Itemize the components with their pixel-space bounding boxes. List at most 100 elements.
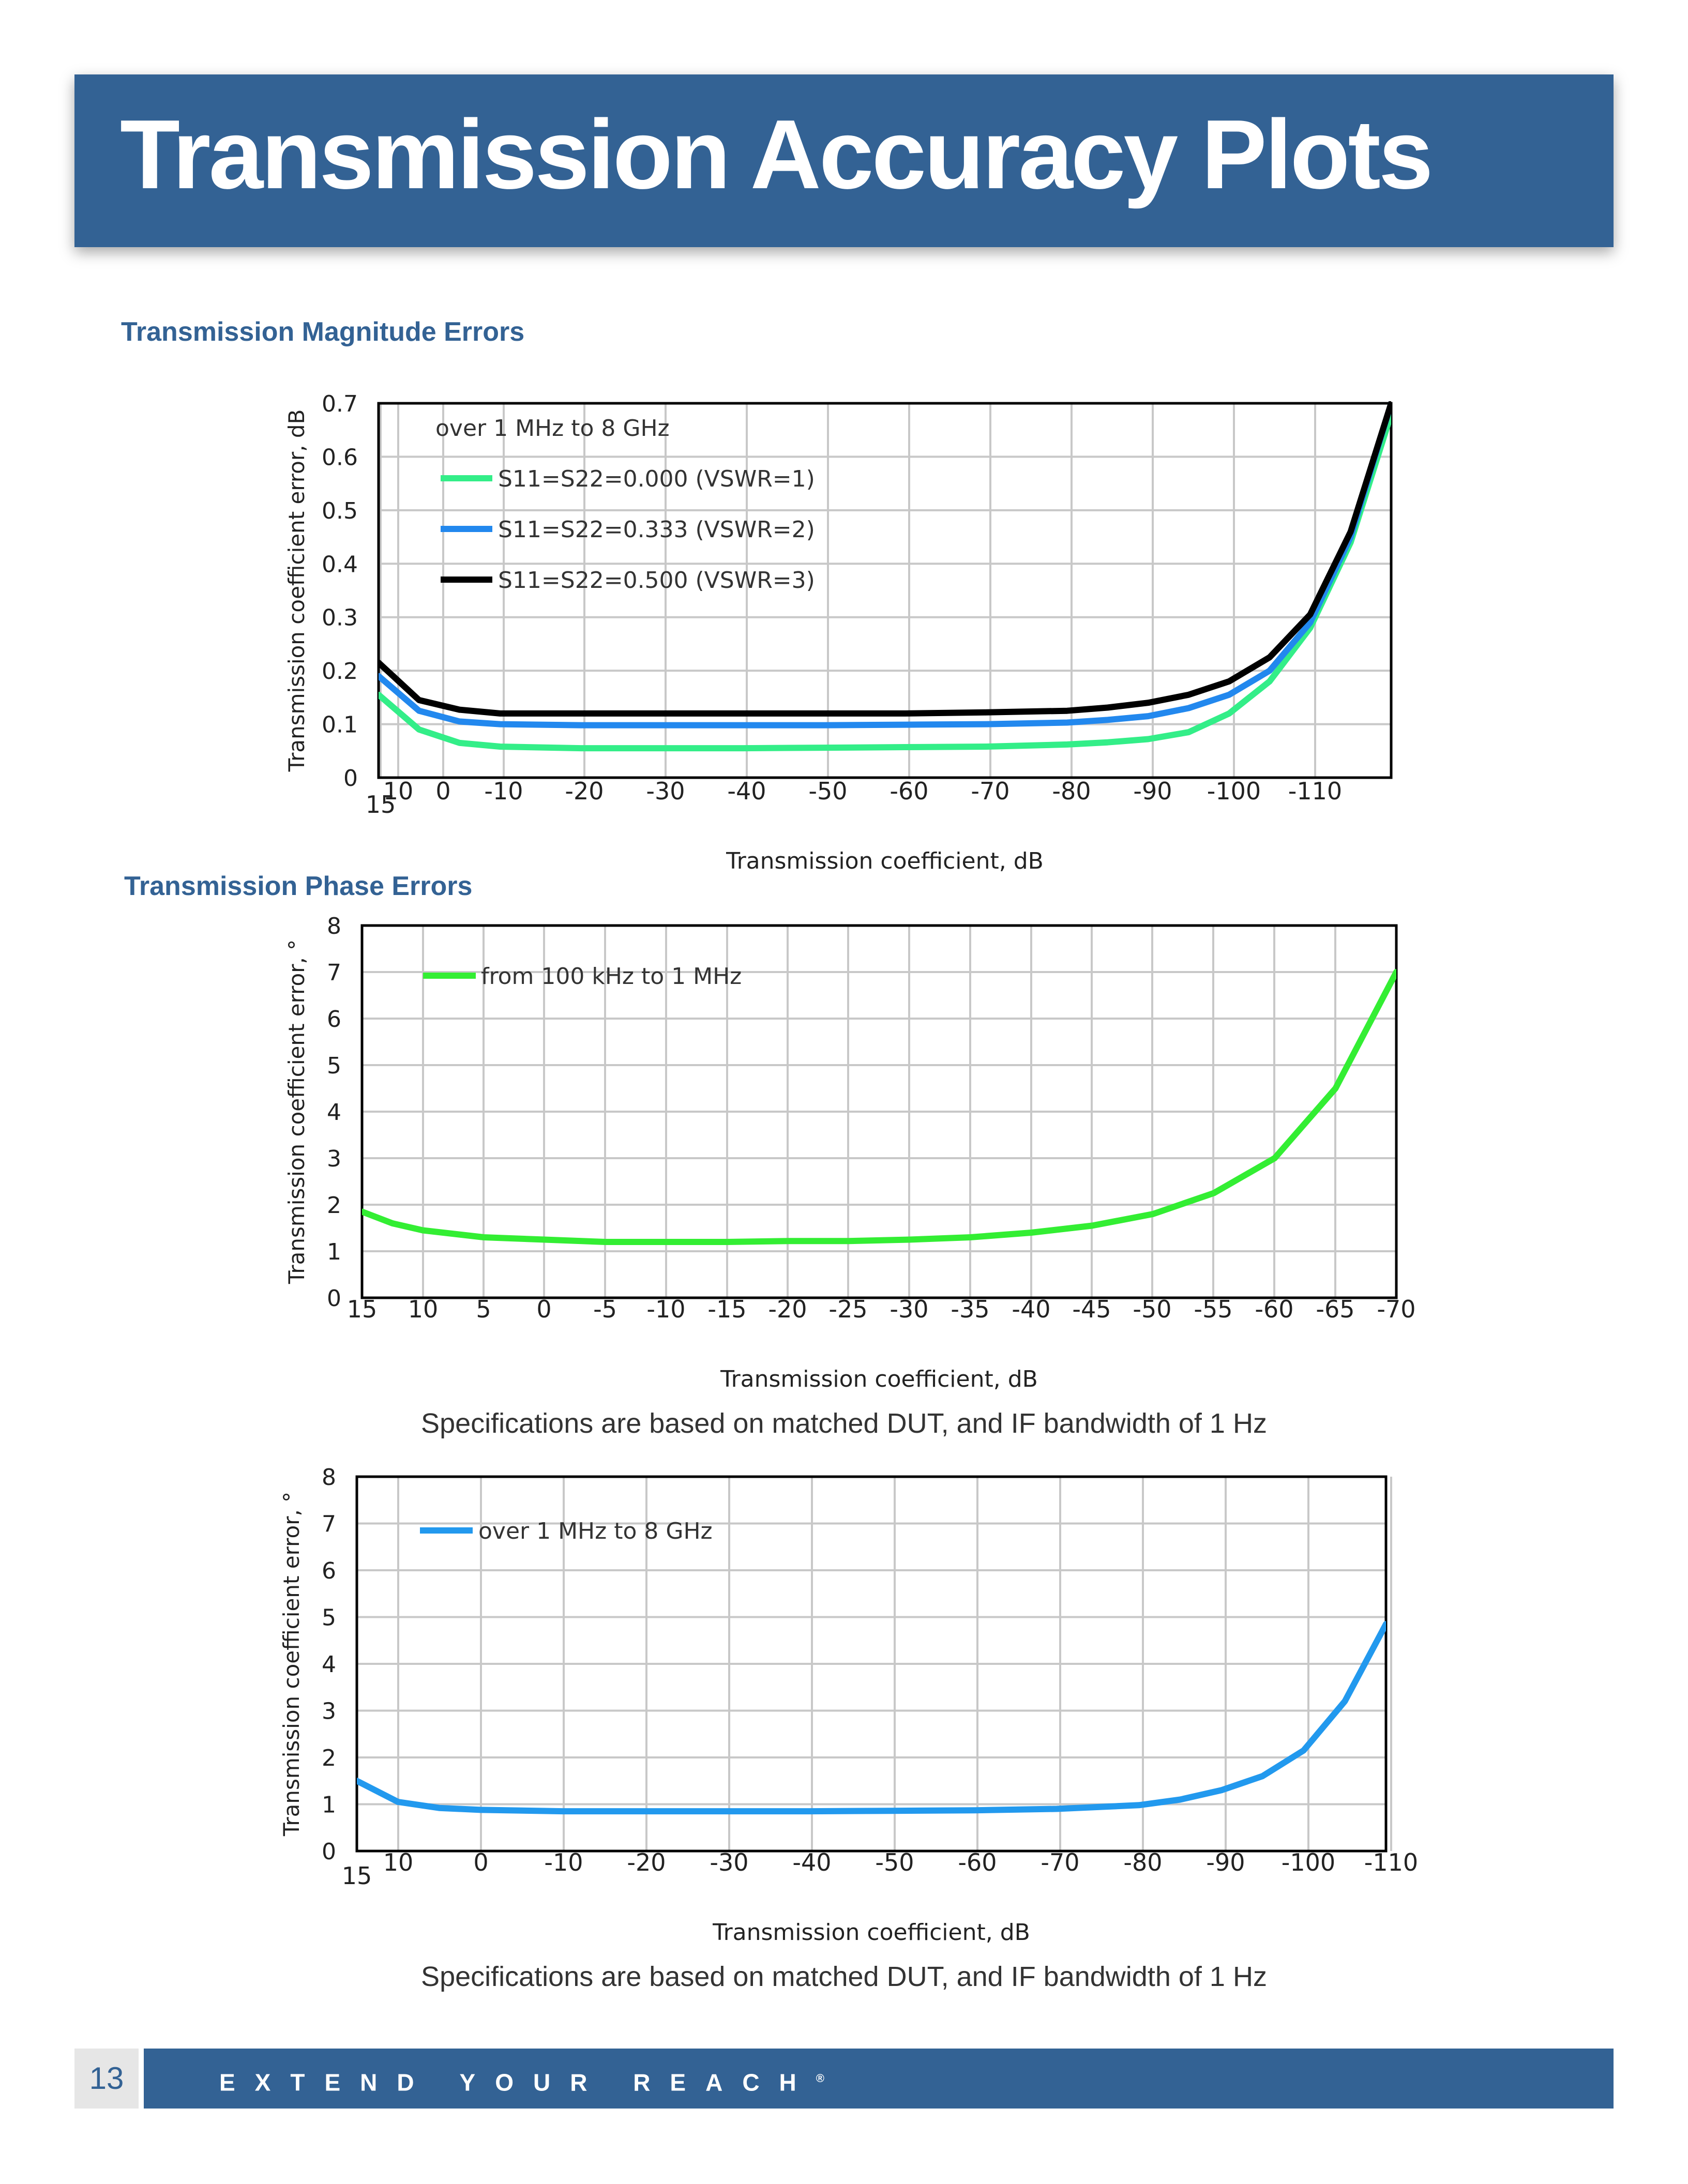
x-tick-label: 15 xyxy=(366,791,396,818)
x-tick-label: -20 xyxy=(627,1848,666,1876)
x-tick-label: -20 xyxy=(565,777,604,805)
x-tick-label: -20 xyxy=(768,1295,807,1323)
x-tick-label: -40 xyxy=(1012,1295,1050,1323)
footer-banner: EXTEND YOUR REACH® xyxy=(144,2049,1614,2109)
y-tick-label: 2 xyxy=(327,1192,341,1219)
x-tick-label: 10 xyxy=(408,1295,439,1323)
x-tick-label: 5 xyxy=(476,1295,491,1323)
x-tick-label: -30 xyxy=(646,777,685,805)
page-number: 13 xyxy=(74,2049,139,2109)
x-tick-label: -60 xyxy=(890,777,928,805)
chart-annotation: over 1 MHz to 8 GHz xyxy=(435,415,670,442)
x-tick-label: -90 xyxy=(1133,777,1172,805)
footer-slogan-text: EXTEND YOUR REACH xyxy=(219,2069,816,2096)
x-tick-label: -10 xyxy=(484,777,523,805)
y-tick-label: 4 xyxy=(327,1099,341,1126)
series-line-1 xyxy=(379,411,1391,752)
header-banner: Transmission Accuracy Plots xyxy=(74,74,1614,247)
y-axis-label: Transmission coefficient error, dB xyxy=(284,410,309,772)
x-tick-label: 0 xyxy=(435,777,450,805)
y-tick-label: 0.4 xyxy=(322,551,358,578)
y-tick-label: 4 xyxy=(322,1651,336,1678)
magnitude-section-title: Transmission Magnitude Errors xyxy=(121,317,525,347)
x-tick-label: -25 xyxy=(828,1295,867,1323)
x-tick-label: -60 xyxy=(958,1848,997,1876)
x-tick-label: -50 xyxy=(875,1848,914,1876)
x-axis-label: Transmission coefficient, dB xyxy=(726,848,1044,874)
x-tick-label: -50 xyxy=(808,777,847,805)
y-tick-label: 0.6 xyxy=(322,444,358,471)
series-line-2 xyxy=(379,401,1391,729)
y-tick-label: 0 xyxy=(322,1839,336,1865)
phase-low-caption: Specifications are based on matched DUT,… xyxy=(421,1408,1267,1439)
phase-error-chart-high: 0 1 2 3 4 5 6 7 8 15 10 0 -10 -20 -30 -40 -50 -60 -70 -80 -9… xyxy=(279,1464,1418,1946)
y-tick-label: 7 xyxy=(322,1511,336,1538)
x-tick-label: -10 xyxy=(544,1848,583,1876)
y-tick-label: 2 xyxy=(322,1745,336,1771)
x-tick-label: -80 xyxy=(1123,1848,1162,1876)
plot-frame xyxy=(360,924,1398,1299)
x-tick-label: -60 xyxy=(1255,1295,1293,1323)
y-axis-label: Transmission coefficient error, ° xyxy=(279,1492,304,1837)
y-tick-label: 7 xyxy=(327,960,341,986)
x-tick-label: -50 xyxy=(1133,1295,1171,1323)
x-tick-label: -70 xyxy=(1041,1848,1079,1876)
y-tick-label: 3 xyxy=(327,1146,341,1172)
x-tick-label: -100 xyxy=(1282,1848,1335,1876)
y-tick-label: 0 xyxy=(343,765,358,792)
x-tick-label: -70 xyxy=(1377,1295,1415,1323)
y-tick-label: 5 xyxy=(327,1053,341,1079)
y-tick-label: 0.5 xyxy=(322,498,358,524)
x-tick-label: -70 xyxy=(971,777,1009,805)
legend-label: S11=S22=0.000 (VSWR=1) xyxy=(498,466,815,492)
x-tick-label: -40 xyxy=(792,1848,831,1876)
x-tick-label: -35 xyxy=(951,1295,989,1323)
page-title: Transmission Accuracy Plots xyxy=(120,100,1433,209)
x-tick-label: 10 xyxy=(383,777,414,805)
y-tick-label: 5 xyxy=(322,1605,336,1631)
x-tick-label: -90 xyxy=(1206,1848,1245,1876)
x-tick-label: -80 xyxy=(1052,777,1091,805)
x-tick-label: 15 xyxy=(347,1295,378,1323)
x-tick-label: -110 xyxy=(1364,1848,1418,1876)
phase-section-title: Transmission Phase Errors xyxy=(124,871,473,901)
x-tick-label: -110 xyxy=(1288,777,1342,805)
x-tick-label: -30 xyxy=(890,1295,928,1323)
footer-slogan: EXTEND YOUR REACH® xyxy=(219,2049,824,2112)
x-tick-label: -100 xyxy=(1207,777,1261,805)
x-tick-label: -45 xyxy=(1072,1295,1111,1323)
x-tick-label: -5 xyxy=(593,1295,617,1323)
y-tick-label: 0.1 xyxy=(322,712,358,738)
x-tick-label: 15 xyxy=(342,1862,372,1890)
y-axis-label: Transmission coefficient error, ° xyxy=(284,939,309,1284)
y-tick-label: 0.7 xyxy=(322,391,358,417)
x-axis-label: Transmission coefficient, dB xyxy=(720,1366,1038,1392)
x-tick-label: -30 xyxy=(710,1848,748,1876)
x-tick-label: 0 xyxy=(536,1295,551,1323)
y-tick-label: 0.2 xyxy=(322,658,358,685)
y-tick-label: 8 xyxy=(322,1464,336,1491)
legend-label: S11=S22=0.500 (VSWR=3) xyxy=(498,567,815,594)
x-tick-label: 0 xyxy=(473,1848,488,1876)
y-tick-label: 8 xyxy=(327,913,341,939)
series-line-1 xyxy=(357,1621,1386,1815)
registered-mark: ® xyxy=(816,2072,824,2085)
legend-label: S11=S22=0.333 (VSWR=2) xyxy=(498,517,815,543)
series-line-1 xyxy=(362,969,1396,1245)
legend-label: over 1 MHz to 8 GHz xyxy=(478,1518,713,1544)
x-tick-label: -40 xyxy=(727,777,766,805)
x-axis-label: Transmission coefficient, dB xyxy=(712,1919,1030,1946)
x-tick-label: -55 xyxy=(1194,1295,1232,1323)
x-tick-label: -15 xyxy=(707,1295,746,1323)
legend-label: from 100 kHz to 1 MHz xyxy=(481,963,742,990)
y-tick-label: 1 xyxy=(322,1792,336,1818)
phase-high-caption: Specifications are based on matched DUT,… xyxy=(421,1961,1267,1992)
plot-frame xyxy=(355,1475,1388,1853)
y-tick-label: 6 xyxy=(327,1006,341,1033)
y-tick-label: 3 xyxy=(322,1698,336,1725)
y-tick-label: 0 xyxy=(327,1285,341,1312)
x-tick-label: -65 xyxy=(1316,1295,1354,1323)
y-tick-label: 6 xyxy=(322,1558,336,1584)
phase-error-chart-low: 0 1 2 3 4 5 6 7 8 15 10 5 0 -5 -10 -15 -20 -25 -30 -35 -40 -4… xyxy=(284,913,1416,1392)
